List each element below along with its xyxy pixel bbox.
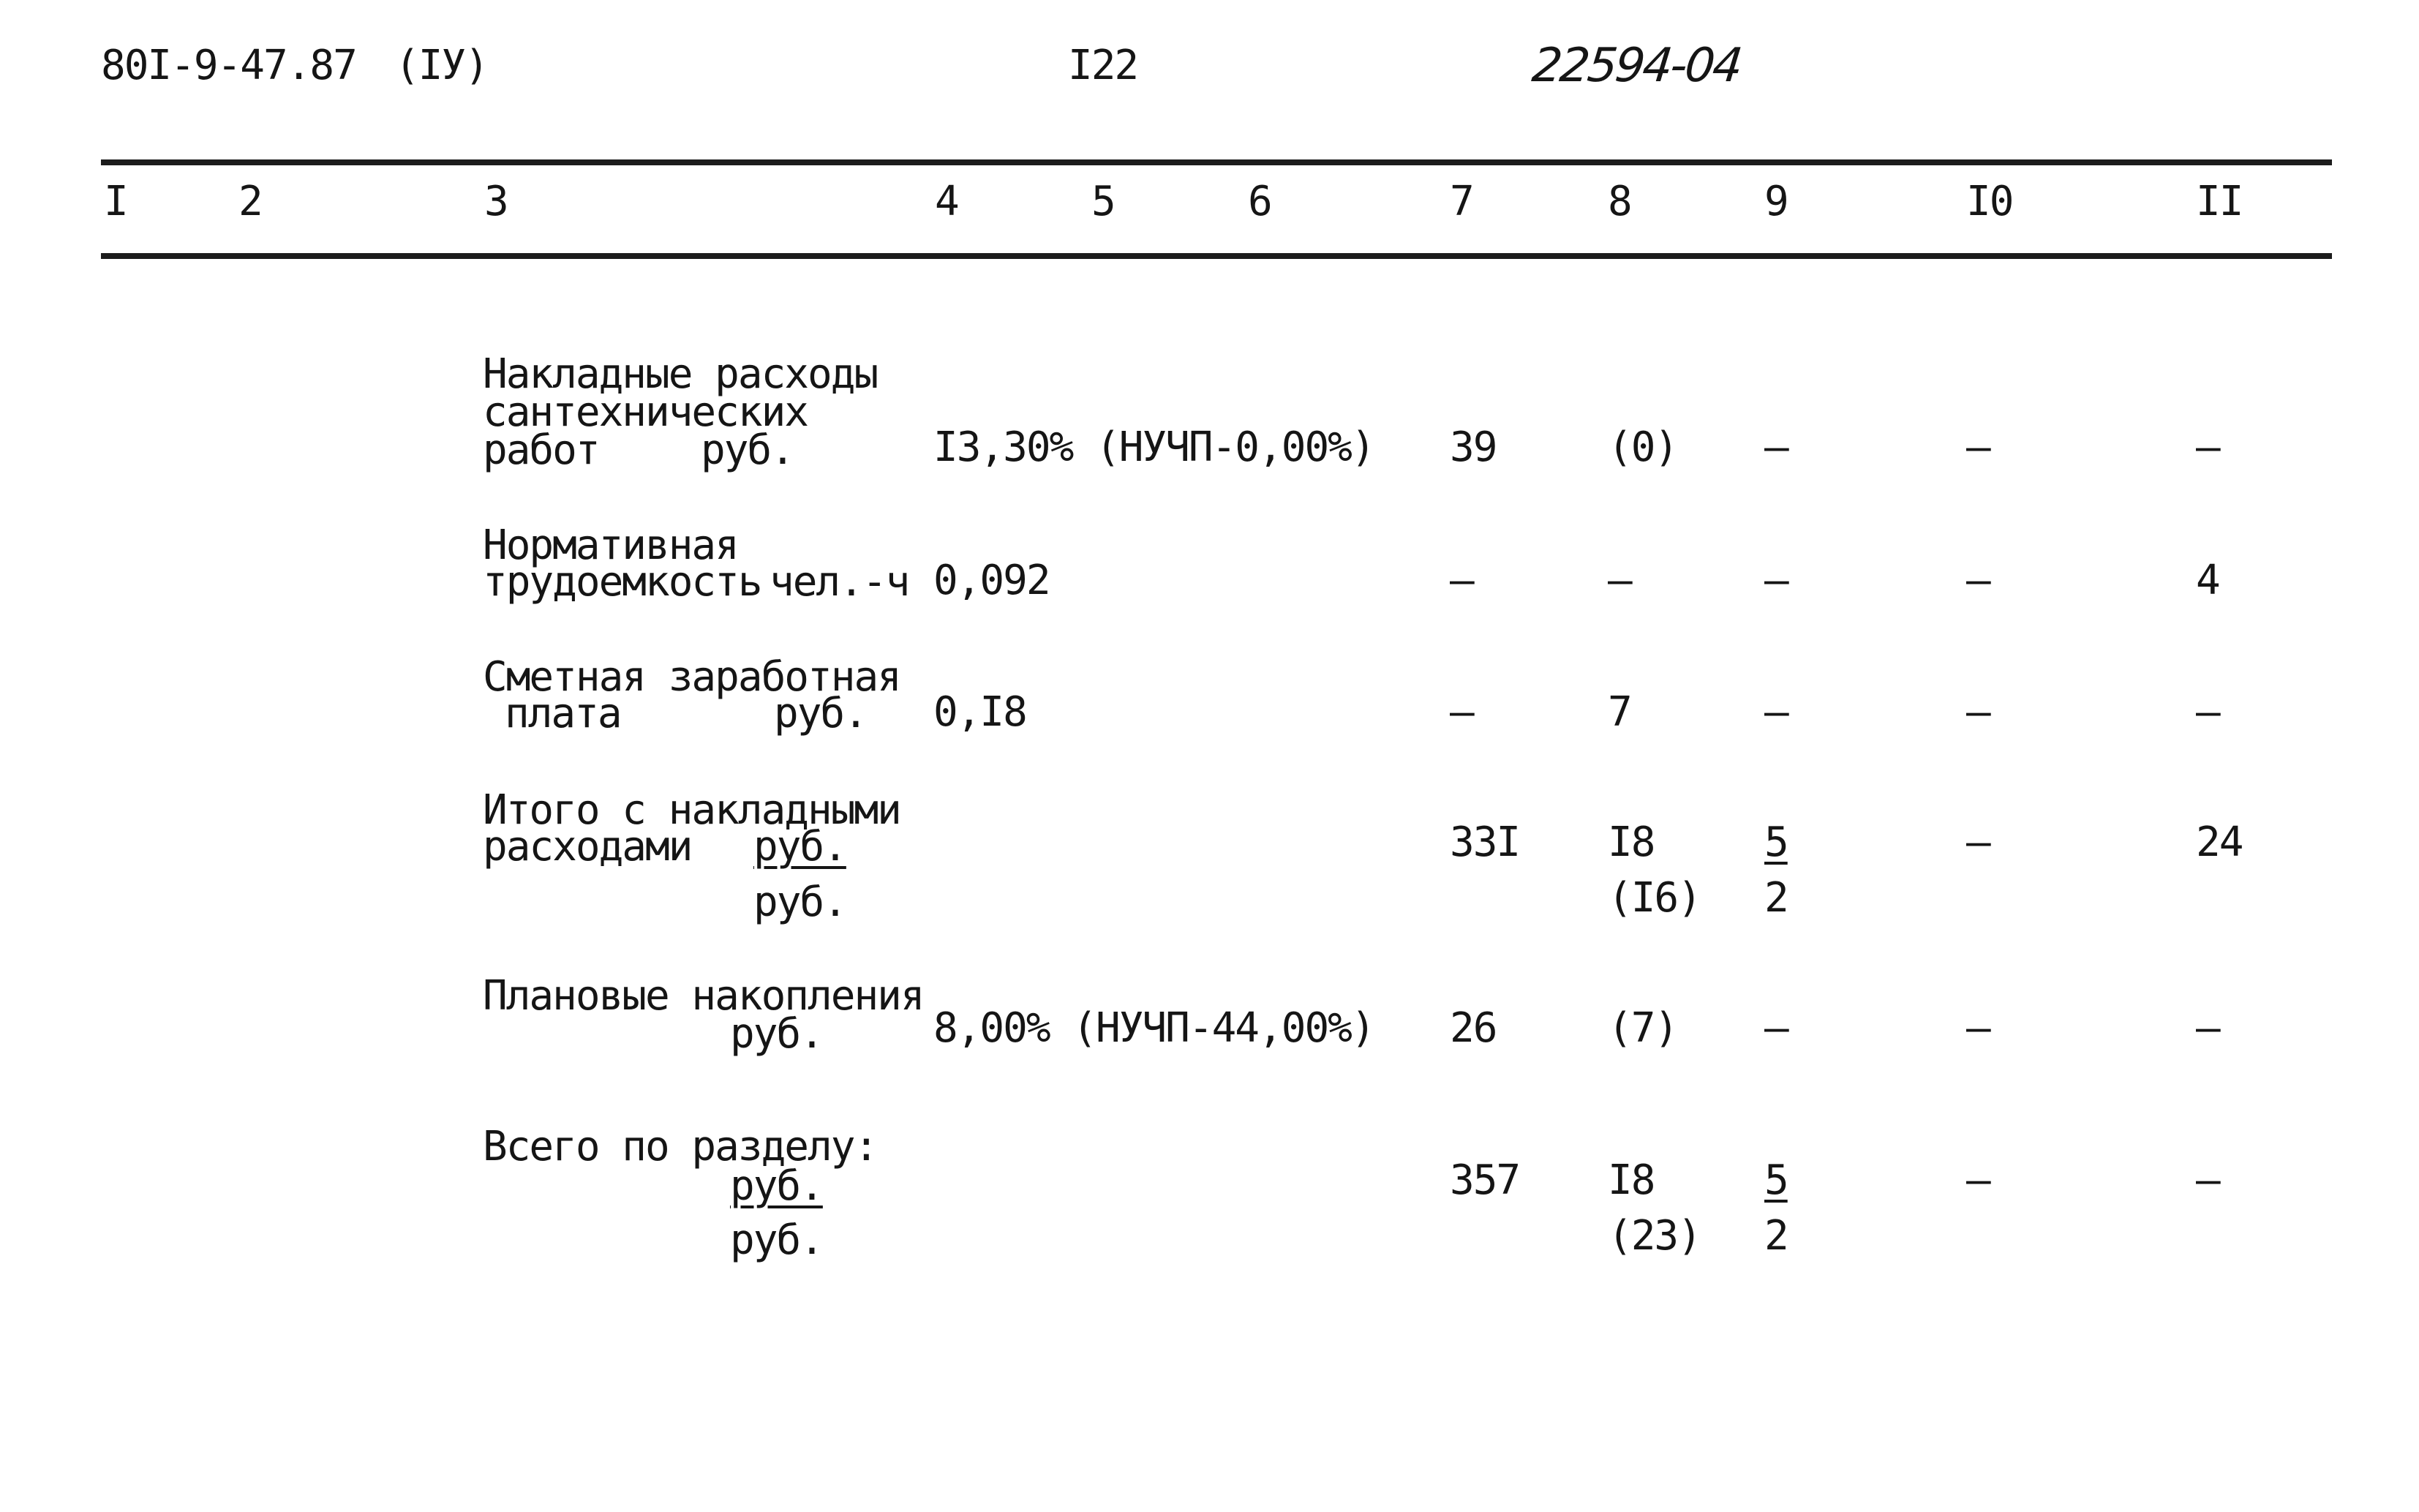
row-5-unit: руб. — [730, 1010, 824, 1058]
row-5-col-9: – — [1764, 1004, 1789, 1052]
row-4-col-11: 24 — [2196, 819, 2243, 866]
row-4-col-9-second: 2 — [1764, 874, 1789, 922]
doc-part: (IУ) — [395, 42, 489, 89]
table-header-rule — [101, 253, 2332, 259]
column-number-5: 5 — [1091, 178, 1116, 225]
row-6-col-7: 357 — [1450, 1156, 1521, 1204]
column-number-1: I — [104, 178, 129, 225]
column-number-10: I0 — [1966, 178, 2014, 225]
table-top-rule — [101, 159, 2332, 165]
column-number-8: 8 — [1608, 178, 1633, 225]
row-2-unit: чел.-ч — [770, 558, 910, 606]
row-3-unit: руб. — [774, 690, 868, 737]
row-6-col-8-second: (23) — [1608, 1212, 1702, 1260]
row-2-col-8: – — [1608, 557, 1633, 604]
row-5-col-10: – — [1966, 1004, 1991, 1052]
column-number-6: 6 — [1248, 178, 1273, 225]
row-6-col-8: I8 — [1608, 1156, 1655, 1204]
column-number-9: 9 — [1764, 178, 1789, 225]
row-2-col-9: – — [1764, 557, 1789, 604]
row-1-unit: руб. — [701, 426, 795, 474]
row-4-name-line-2: расходами — [483, 823, 693, 870]
row-5-rate: 8,00% (НУЧП-44,00%) — [933, 1004, 1376, 1052]
row-5-name-line-1: Плановые накопления — [483, 972, 925, 1020]
handwritten-number: 22594-04 — [1530, 39, 1744, 93]
row-6-col-11: – — [2196, 1156, 2221, 1204]
row-2-col-7: – — [1450, 557, 1475, 604]
column-number-3: 3 — [484, 178, 509, 225]
row-2-name-line-2: трудоемкость — [483, 558, 763, 606]
row-3-name-line-1: Сметная заработная — [483, 653, 902, 701]
row-1-rate: I3,30% (НУЧП-0,00%) — [933, 424, 1376, 471]
column-number-2: 2 — [238, 178, 263, 225]
row-4-unit-2: руб. — [753, 879, 848, 926]
row-4-col-10: – — [1966, 819, 1991, 866]
row-1-name-line-1: Накладные расходы — [483, 350, 879, 398]
row-1-col-10: – — [1966, 424, 1991, 471]
row-3-col-7: – — [1450, 688, 1475, 736]
row-3-col-8: 7 — [1608, 688, 1633, 736]
column-number-7: 7 — [1450, 178, 1475, 225]
row-4-unit: руб. — [753, 823, 848, 870]
row-4-col-8: I8 — [1608, 819, 1655, 866]
row-1-col-8: (0) — [1608, 424, 1679, 471]
row-5-col-11: – — [2196, 1004, 2221, 1052]
row-6-unit-2: руб. — [730, 1216, 824, 1264]
row-1-col-11: – — [2196, 424, 2221, 471]
row-2-rate: 0,092 — [933, 557, 1051, 604]
row-3-rate: 0,I8 — [933, 688, 1028, 736]
row-3-col-11: – — [2196, 688, 2221, 736]
row-2-name-line-1: Нормативная — [483, 522, 740, 569]
row-3-name-line-2: плата — [505, 690, 622, 737]
row-6-col-10: – — [1966, 1156, 1991, 1204]
column-number-4: 4 — [935, 178, 960, 225]
row-6-col-9: 5 — [1764, 1156, 1789, 1204]
row-1-col-9: – — [1764, 424, 1789, 471]
row-4-col-9: 5 — [1764, 819, 1789, 866]
page-number: I22 — [1068, 42, 1139, 89]
row-4-col-8-second: (I6) — [1608, 874, 1702, 922]
row-1-col-7: 39 — [1450, 424, 1497, 471]
row-6-name-line-1: Всего по разделу: — [483, 1123, 879, 1170]
row-2-col-10: – — [1966, 557, 1991, 604]
row-4-col-7: 33I — [1450, 819, 1521, 866]
doc-code: 80I-9-47.87 — [101, 42, 358, 89]
row-4-name-line-1: Итого с накладными — [483, 786, 902, 834]
row-6-unit: руб. — [730, 1162, 824, 1210]
row-3-col-9: – — [1764, 688, 1789, 736]
row-3-col-10: – — [1966, 688, 1991, 736]
row-1-name-line-2: сантехнических — [483, 388, 809, 436]
row-5-col-8: (7) — [1608, 1004, 1679, 1052]
row-1-name-line-3: работ — [483, 426, 601, 474]
row-6-col-9-second: 2 — [1764, 1212, 1789, 1260]
row-5-col-7: 26 — [1450, 1004, 1497, 1052]
row-2-col-11: 4 — [2196, 557, 2221, 604]
column-number-11: II — [2196, 178, 2243, 225]
